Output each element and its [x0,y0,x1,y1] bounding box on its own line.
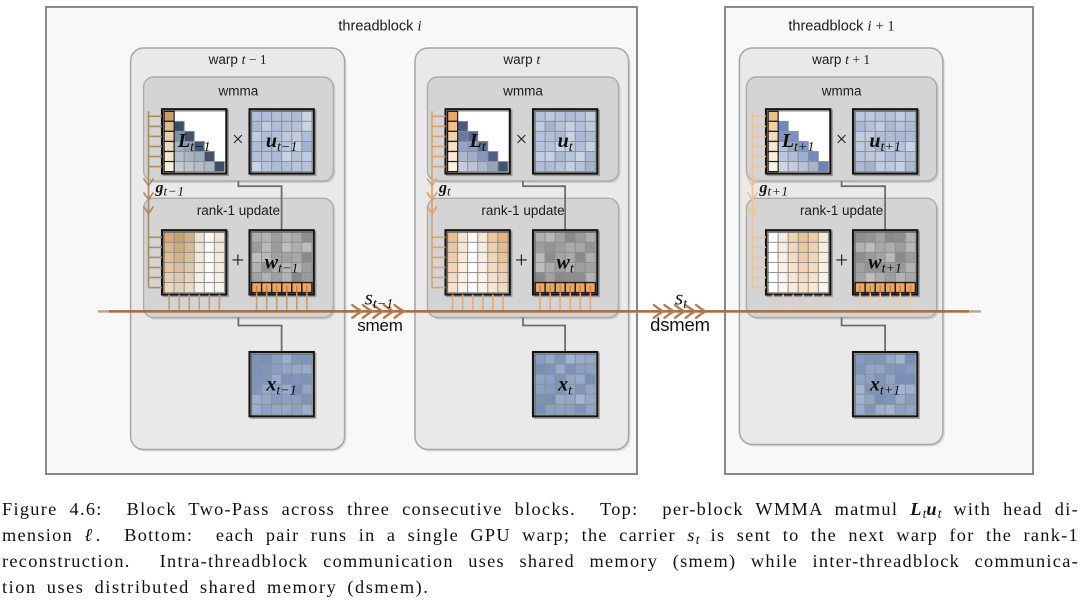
svg-text:wmma: wmma [218,84,259,99]
svg-text:warp t − 1: warp t − 1 [208,52,267,68]
svg-text:+: + [231,248,244,273]
svg-text:×: × [232,127,244,151]
svg-text:gt−1: gt−1 [155,180,185,199]
svg-text:+: + [835,248,848,273]
svg-text:rank-1 update: rank-1 update [197,203,280,218]
svg-text:dsmem: dsmem [650,314,710,335]
svg-text:threadblock i: threadblock i [338,19,421,35]
svg-text:gt+1: gt+1 [759,180,789,199]
svg-text:×: × [836,127,848,151]
svg-text:warp t + 1: warp t + 1 [811,52,870,68]
svg-text:wmma: wmma [821,84,862,99]
svg-text:wmma: wmma [502,84,543,99]
svg-text:×: × [515,127,527,151]
svg-text:+: + [515,248,528,273]
svg-text:smem: smem [357,316,403,335]
svg-text:warp t: warp t [502,52,541,68]
svg-text:threadblock i + 1: threadblock i + 1 [788,19,894,35]
svg-text:rank-1 update: rank-1 update [481,203,564,218]
svg-text:gt: gt [438,180,451,199]
svg-text:rank-1 update: rank-1 update [800,203,883,218]
